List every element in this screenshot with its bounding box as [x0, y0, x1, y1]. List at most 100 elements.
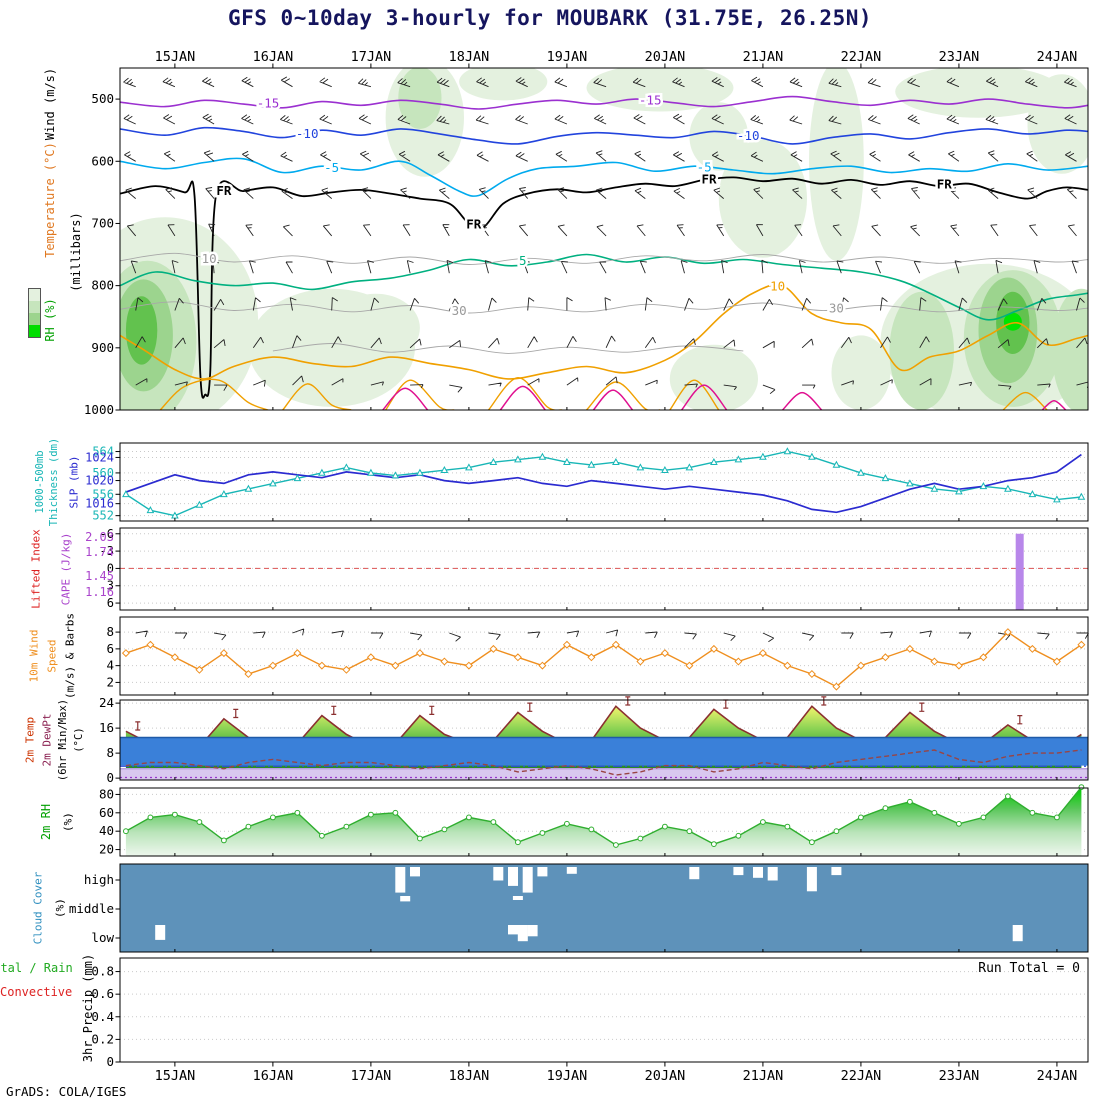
rh-shading-blob: [689, 102, 749, 171]
rh-shading-blob: [331, 293, 420, 363]
rh-marker: [662, 823, 668, 830]
panel-axis-label: CAPE (J/kg): [60, 533, 73, 606]
panel-axis-label-text: 10m Wind: [27, 629, 41, 683]
rh-shading-blob: [459, 68, 548, 101]
rh-marker: [123, 828, 129, 835]
rh-tick-label: 20: [99, 842, 114, 857]
rh-marker: [441, 826, 448, 833]
minmax-whisker: [821, 696, 827, 706]
cloud-bar-high: [767, 867, 778, 881]
rh-marker: [637, 835, 644, 842]
panel-axis-label: (6hr Min/Max): [57, 699, 69, 781]
rh-marker: [809, 839, 815, 846]
pressure-tick-label: 1000: [84, 402, 114, 417]
wind-barbs-row: [135, 297, 1085, 311]
contour-line: [120, 126, 1088, 145]
contour-label: 30: [452, 303, 467, 318]
cloud-bar-high: [508, 867, 518, 886]
panel-axis-label: (millibars): [69, 212, 83, 291]
contour-label: -15: [257, 95, 280, 110]
credit-text: GrADS: COLA/IGES: [6, 1084, 127, 1099]
cloud-bar-low: [1012, 925, 1023, 942]
panel-axis-label-text: Temperature (°C): [43, 142, 57, 258]
contour-line: [120, 252, 1088, 265]
minmax-whisker: [135, 721, 141, 731]
cloud-bar-middle: [400, 896, 411, 902]
contour-line: [120, 283, 1088, 380]
dewpoint-line: [125, 749, 1082, 776]
rh-panel-border: [119, 787, 1089, 857]
minmax-whisker: [625, 696, 631, 706]
cross-section-border: [119, 67, 1089, 411]
panel-axis-label: Wind (m/s): [43, 68, 57, 140]
contour-line: [120, 95, 1088, 110]
temp-tick-label: 8: [106, 745, 114, 760]
rh-marker: [368, 811, 374, 818]
wind-barbs-row: [123, 76, 1077, 88]
rh-marker: [882, 805, 889, 812]
date-label-top: 18JAN: [449, 49, 490, 65]
contour-line: [681, 384, 728, 410]
rh-shading-blob: [1052, 288, 1088, 410]
rh-colorbar-cell: [29, 289, 40, 301]
wind-barbs-row: [125, 187, 1077, 199]
cloud-panel-border: [119, 863, 1089, 953]
date-label-top: 16JAN: [253, 49, 294, 65]
wind-tick-label: 2: [106, 674, 114, 689]
panel-axis-label: Temperature (°C): [43, 142, 57, 258]
wind-speed-markers: [121, 628, 1086, 691]
li-tick-label: 0: [107, 561, 114, 575]
contour-label: 5: [519, 253, 527, 268]
contour-line: [1002, 391, 1048, 410]
cloud-bar-low: [527, 925, 538, 937]
cloud-bar-low: [508, 925, 518, 935]
li-tick-label: -6: [100, 527, 114, 541]
wind-speed-line: [125, 631, 1082, 688]
panel-axis-label-text: Convective: [0, 985, 73, 999]
rh-shading-blob: [669, 344, 758, 410]
contour-label: -15: [639, 92, 662, 107]
cape-tick-label: 1.45: [85, 569, 114, 583]
cloud-bar-high: [493, 867, 504, 881]
rh-shading-blob: [889, 291, 954, 410]
minmax-whisker: [723, 699, 729, 709]
rh-shading-blob: [125, 296, 158, 365]
wind-tick-label: 4: [106, 658, 114, 673]
precip-tick-label: 0: [106, 1054, 114, 1069]
date-label-bottom: 16JAN: [253, 1068, 294, 1084]
thickness-markers: [122, 447, 1086, 519]
date-label-top: 24JAN: [1037, 49, 1078, 65]
contour-label: 10: [770, 278, 785, 293]
contour-line: [382, 387, 429, 410]
minmax-whisker: [233, 708, 239, 719]
panel-axis-label: Thickness (dm): [48, 438, 60, 527]
date-label-bottom: 24JAN: [1037, 1068, 1078, 1084]
thickness-tick-label: 564: [92, 445, 114, 459]
panel-axis-label: 10m Wind: [27, 629, 41, 683]
panel-axis-label: Total / Rain: [0, 962, 73, 974]
contour-label: -5: [697, 159, 712, 174]
contour-line: [592, 389, 634, 410]
precip-panel-border: [119, 957, 1089, 1063]
pressure-tick-label: 900: [91, 340, 114, 355]
rh-marker: [711, 841, 717, 847]
wind-barbs-row: [124, 150, 1077, 162]
cloud-row-label: high: [84, 872, 114, 887]
date-label-bottom: 18JAN: [449, 1068, 490, 1084]
panel-axis-label-text: Lifted Index: [29, 529, 43, 609]
cloud-bar-high: [753, 867, 763, 878]
panel-axis-label: (%): [62, 812, 75, 832]
panel-axis-label: SLP (mb): [68, 456, 81, 509]
panel-axis-label-text: 3hr Precip (mm): [81, 953, 95, 1063]
thickness-tick-label: 552: [92, 509, 114, 523]
pressure-tick-label: 700: [91, 215, 114, 230]
rh-colorbar-cell: [29, 325, 40, 337]
rh-marker: [1005, 793, 1011, 800]
rh-marker: [490, 819, 497, 825]
precip-tick-label: 0.4: [91, 1009, 114, 1024]
panel-axis-label: RH (%): [43, 298, 57, 341]
rh-marker: [588, 826, 595, 833]
rh-marker: [784, 823, 791, 830]
contour-label: FR: [701, 171, 717, 186]
date-label-bottom: 19JAN: [547, 1068, 588, 1084]
